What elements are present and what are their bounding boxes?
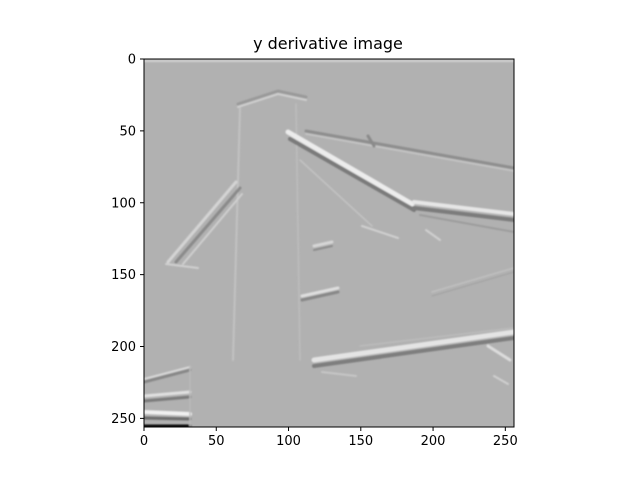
window-trim-1-dark (313, 245, 333, 251)
ridge-edge-bright (285, 129, 415, 207)
x-tick-label: 50 (208, 434, 225, 449)
derivative-image (144, 59, 514, 427)
right-eave-dark (412, 206, 514, 222)
x-tick-label: 150 (348, 434, 373, 449)
dormer-edge (361, 225, 399, 239)
chimney-cap-edge (236, 89, 308, 106)
lower-right-detail (486, 344, 512, 362)
window-trim-2-dark (300, 290, 340, 302)
lower-roof-trim (321, 371, 357, 377)
y-tick-label: 100 (111, 196, 136, 211)
left-eave-edge (165, 263, 199, 269)
y-tick-label: 50 (119, 124, 136, 139)
y-tick-label: 200 (111, 340, 136, 355)
right-eave-lower (419, 214, 514, 233)
ridge-edge-secondary (299, 159, 373, 227)
ridge-edge-dark (288, 137, 416, 212)
window-trim-2 (300, 286, 340, 298)
left-roof-edge-light-2 (182, 193, 243, 265)
chimney-cap-edge-light (237, 92, 307, 108)
x-tick-label: 100 (276, 434, 301, 449)
x-tick-label: 0 (140, 434, 148, 449)
plot-frame (143, 58, 515, 428)
vent-mark (366, 134, 376, 148)
right-eave-bright (412, 200, 514, 216)
lower-right-detail-2 (493, 375, 509, 385)
chimney-left-edge (232, 107, 241, 361)
bottom-left-edge-3 (144, 410, 192, 416)
upper-roof-line-dark (304, 129, 514, 170)
plot-title: y derivative image (253, 34, 403, 53)
y-tick-label: 250 (111, 412, 136, 427)
lower-roof-dark (312, 336, 514, 368)
bottom-left-edge-2 (144, 390, 192, 398)
x-tick-label: 250 (493, 434, 518, 449)
bottom-left-edge-3b (144, 416, 192, 421)
x-axis: 0 50 100 150 200 250 (140, 427, 518, 449)
y-tick-label: 150 (111, 268, 136, 283)
lower-roof-bright (311, 329, 514, 363)
y-tick-label: 0 (128, 53, 136, 68)
y-axis: 0 50 100 150 200 250 (111, 53, 144, 427)
left-roof-edge-light (166, 180, 238, 264)
mid-wall-line (431, 267, 514, 293)
lower-roof-mid (359, 327, 514, 347)
window-trim-1 (312, 240, 334, 248)
left-roof-edge-dark (174, 186, 242, 264)
chimney-right-edge (295, 103, 301, 361)
bottom-left-edge-1b (144, 366, 191, 380)
bottom-left-edge-2b (144, 395, 192, 403)
upper-roof-line-light (305, 133, 514, 172)
mid-wall-line-dark (431, 271, 514, 297)
dormer-edge-2 (425, 229, 441, 241)
x-tick-label: 200 (421, 434, 446, 449)
bottom-left-edge-1 (144, 368, 192, 384)
